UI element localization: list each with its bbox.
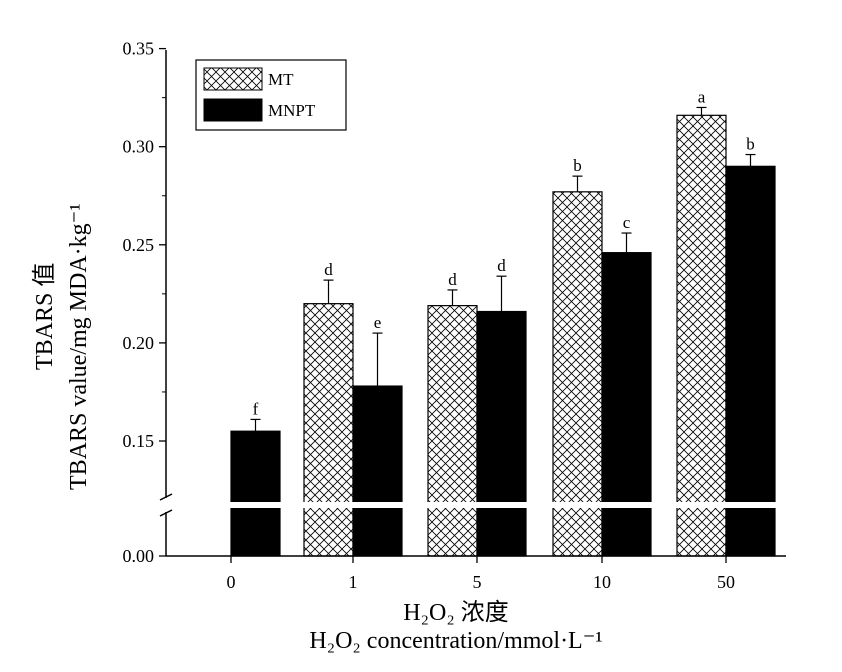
bar-mnpt-50 (725, 165, 776, 557)
bar-mnpt-5 (476, 310, 527, 557)
significance-label-mnpt-5: d (497, 256, 506, 275)
significance-label-mt-10: b (573, 156, 582, 175)
plot-area: d d b a f e d c b 0.00 0.15 0.20 0.25 0.30 0.35 0 1 5 10 50… (123, 39, 786, 592)
significance-label-mt-50: a (698, 87, 706, 106)
x-tick-label-50: 50 (717, 572, 735, 592)
x-tick-label-5: 5 (473, 572, 482, 592)
bar-mnpt-0 (230, 430, 281, 557)
significance-label-mnpt-1: e (374, 313, 382, 332)
bar-mnpt-10 (601, 252, 652, 557)
x-axis-label-english: H₂O₂ concentration/mmol·L⁻¹ (309, 628, 603, 654)
y-tick-label-0.15: 0.15 (123, 431, 155, 451)
y-tick-label-0.00: 0.00 (123, 546, 155, 566)
y-tick-label-0.20: 0.20 (123, 333, 155, 353)
y-axis-label-chinese: TBARS 值 (32, 262, 58, 370)
legend-swatch-mnpt (203, 98, 263, 122)
x-axis-label-chinese: H₂O₂ 浓度 (403, 600, 509, 626)
y-tick-label-0.30: 0.30 (123, 137, 155, 157)
y-axis-label-english: TBARS value/mg MDA·kg⁻¹ (66, 203, 92, 490)
axis-break-mark-top (159, 493, 173, 501)
axis-break-mark-bottom (159, 509, 173, 517)
legend-label-mt: MT (268, 70, 294, 89)
y-tick-label-0.35: 0.35 (123, 39, 155, 59)
bar-mnpt-1 (352, 385, 403, 557)
significance-label-mt-1: d (324, 260, 333, 279)
legend-label-mnpt: MNPT (268, 101, 316, 120)
significance-label-mnpt-50: b (746, 135, 755, 154)
significance-label-mnpt-10: c (623, 213, 631, 232)
legend-swatch-mt (203, 67, 263, 91)
x-tick-label-1: 1 (349, 572, 358, 592)
significance-label-mnpt-0: f (253, 399, 259, 418)
axis-break-band (167, 502, 786, 508)
y-tick-label-0.25: 0.25 (123, 235, 155, 255)
bar-mt-5 (427, 305, 478, 557)
bar-mt-50 (676, 114, 727, 557)
x-tick-label-0: 0 (227, 572, 236, 592)
bar-mt-1 (303, 303, 354, 557)
bar-mt-10 (552, 191, 603, 557)
significance-label-mt-5: d (448, 270, 457, 289)
x-tick-label-10: 10 (593, 572, 611, 592)
